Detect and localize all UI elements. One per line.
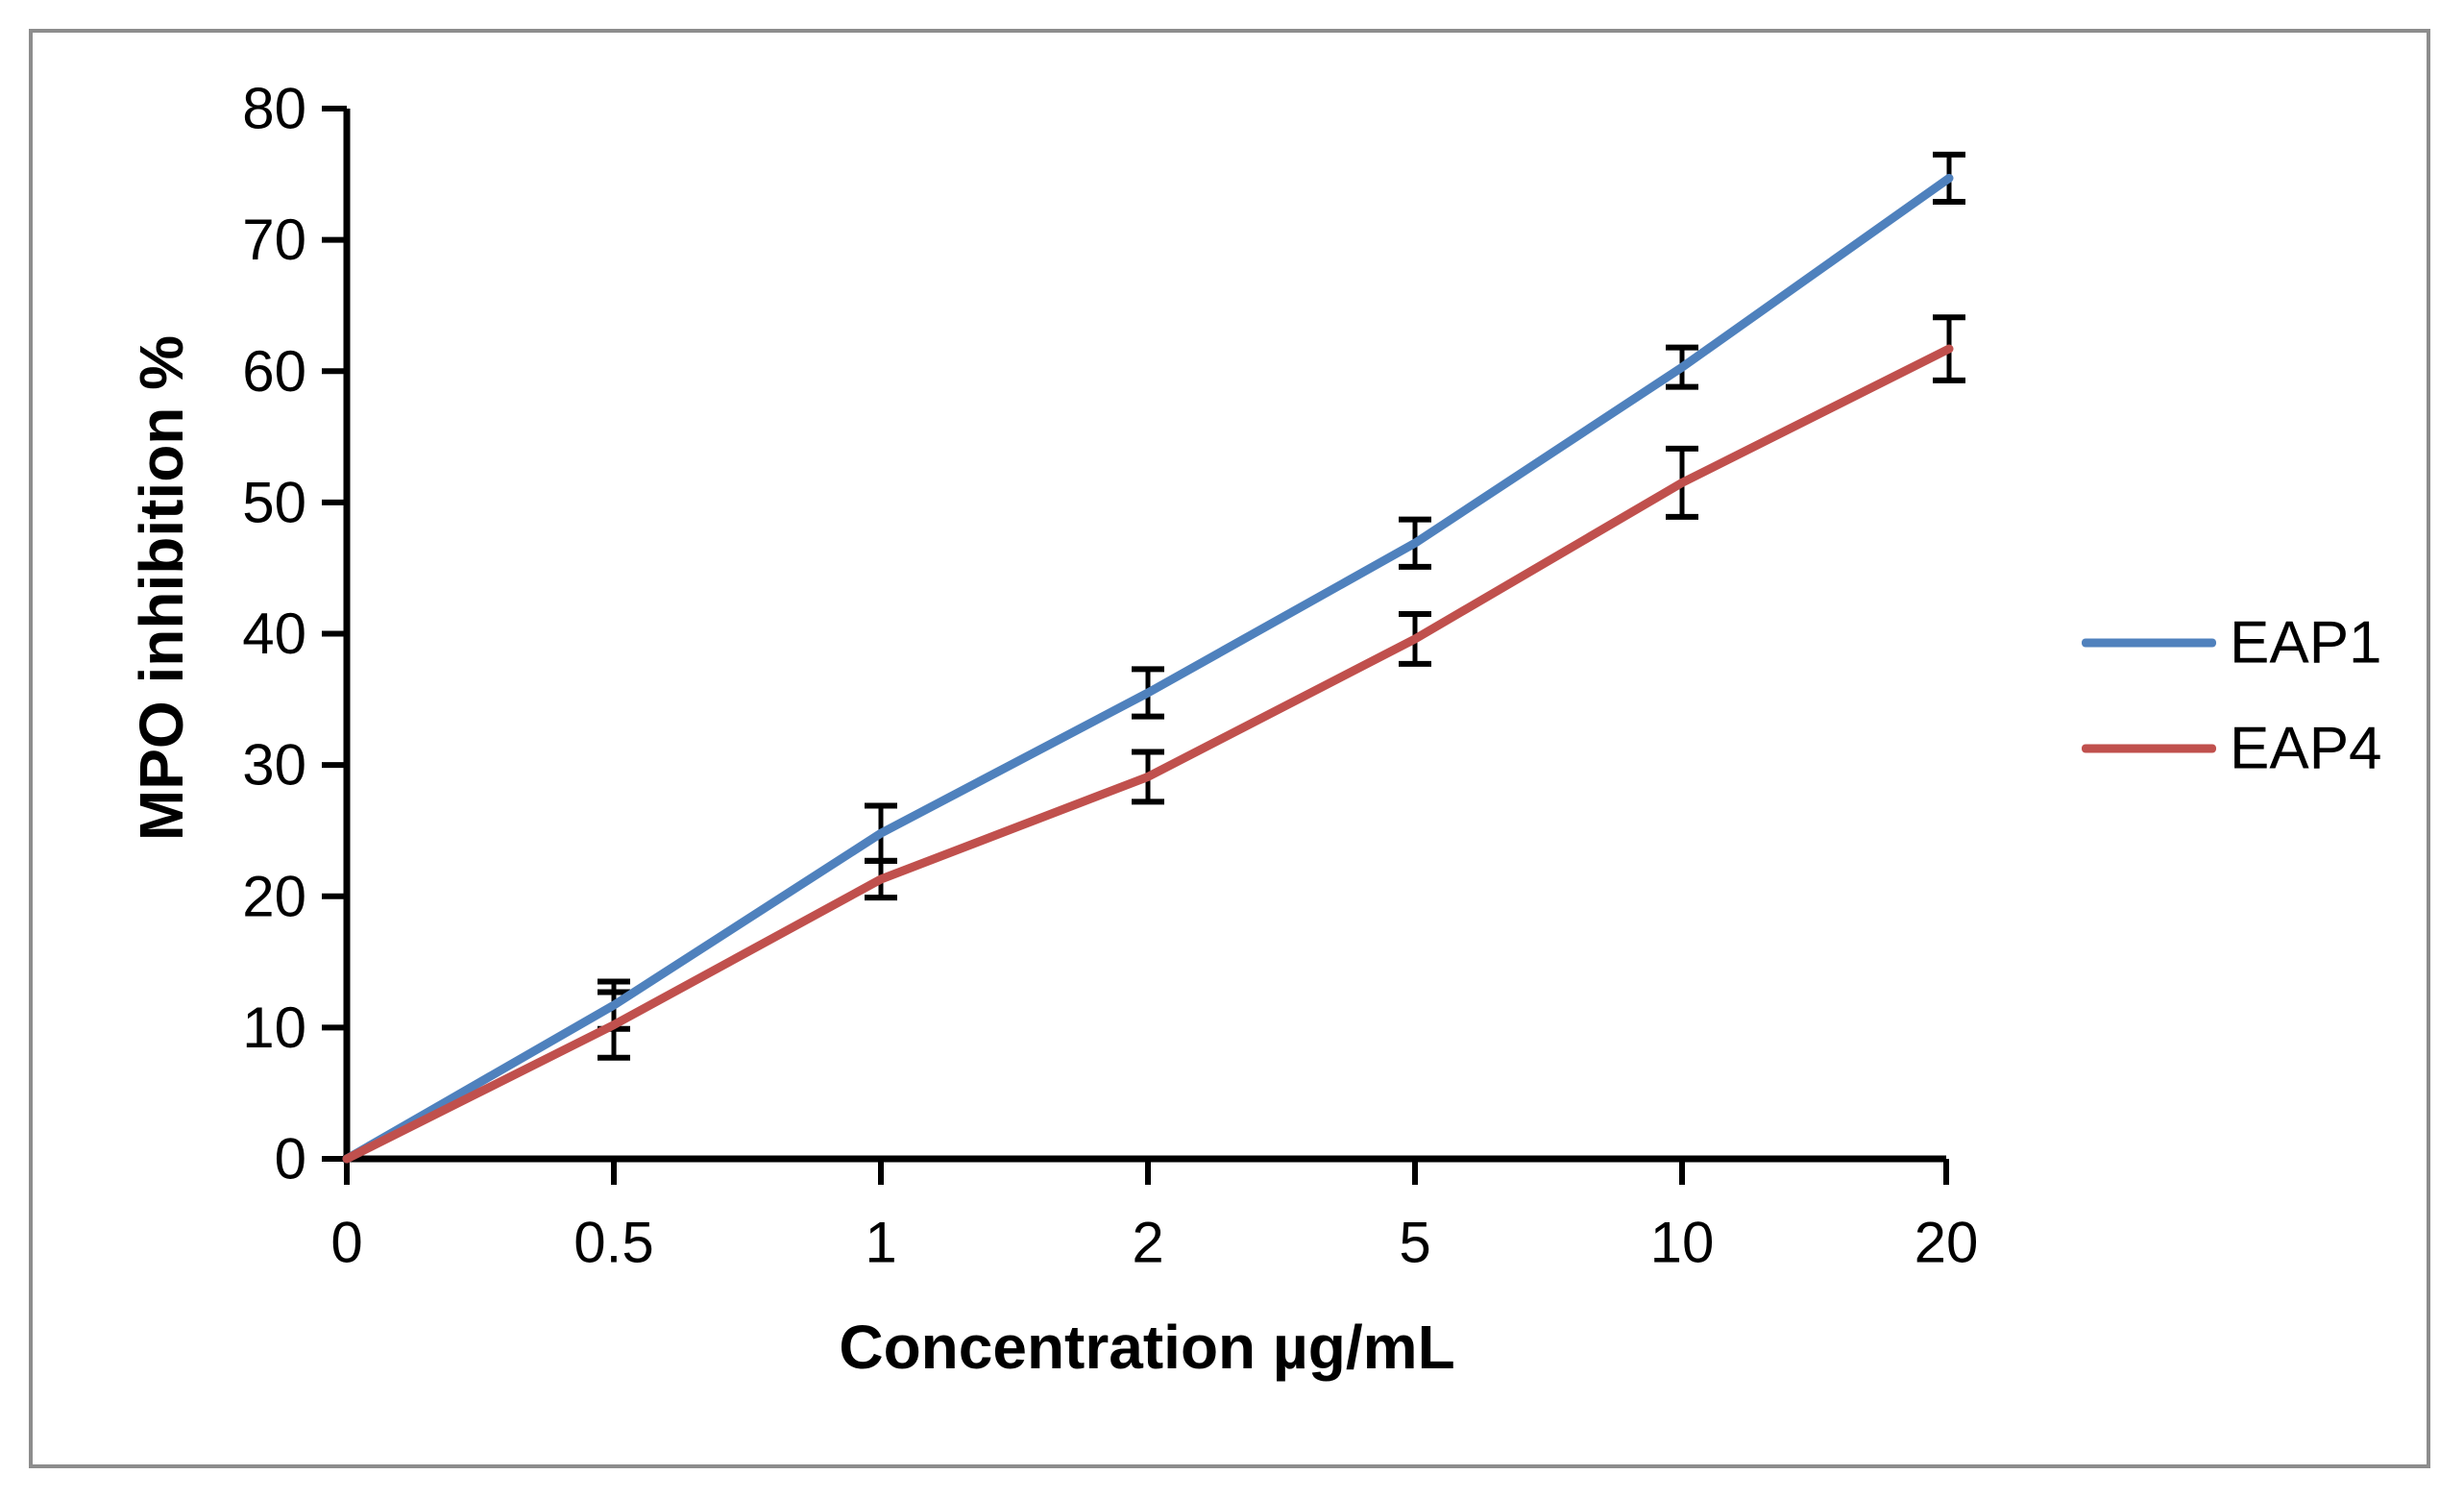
svg-text:20: 20 — [1915, 1211, 1979, 1275]
legend-line-swatch-eap1 — [2082, 638, 2216, 648]
svg-text:80: 80 — [242, 77, 306, 141]
legend-item-eap1: EAP1 — [2082, 609, 2382, 677]
svg-text:1: 1 — [865, 1211, 896, 1275]
legend-label-eap1: EAP1 — [2230, 609, 2382, 676]
legend-label-eap4: EAP4 — [2230, 715, 2382, 782]
svg-text:70: 70 — [242, 208, 306, 272]
legend-item-eap4: EAP4 — [2082, 715, 2382, 783]
svg-text:20: 20 — [242, 864, 306, 928]
x-axis-title: Concentration µg/mL — [839, 1313, 1455, 1382]
svg-text:0.5: 0.5 — [573, 1211, 653, 1275]
svg-text:2: 2 — [1132, 1211, 1163, 1275]
svg-text:10: 10 — [242, 995, 306, 1060]
svg-text:0: 0 — [275, 1127, 306, 1192]
svg-text:60: 60 — [242, 339, 306, 404]
svg-text:40: 40 — [242, 602, 306, 666]
legend-line-swatch-eap4 — [2082, 744, 2216, 753]
figure-border — [29, 29, 2430, 1468]
svg-text:30: 30 — [242, 733, 306, 798]
svg-text:0: 0 — [330, 1211, 362, 1275]
svg-text:10: 10 — [1650, 1211, 1715, 1275]
y-axis-title: MPO inhibition % — [127, 334, 196, 842]
svg-text:50: 50 — [242, 470, 306, 534]
svg-text:5: 5 — [1399, 1211, 1430, 1275]
